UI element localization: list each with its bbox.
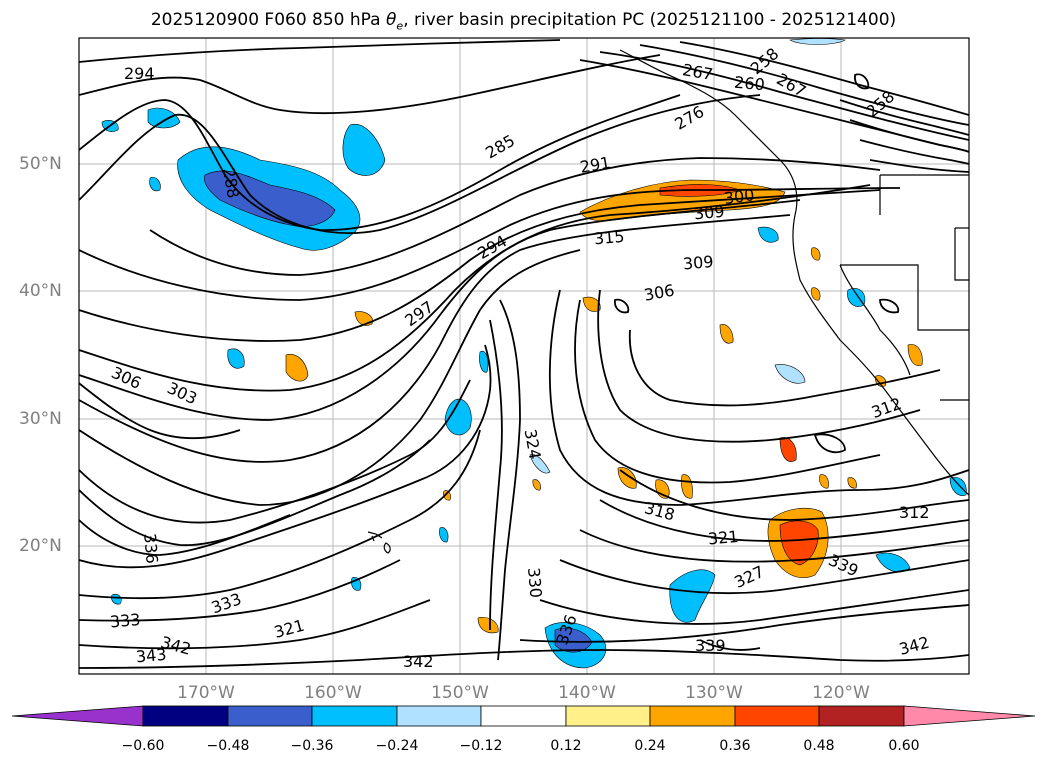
colorbar-tick-label: 0.48 [803,738,835,754]
colorbar-swatch [480,705,567,727]
graticule [79,38,969,674]
contour-label: 321 [707,527,739,549]
latitude-label: 50°N [19,154,62,174]
colorbar-tick-label: −0.36 [290,738,334,754]
colorbar-tick-label: 0.24 [634,738,666,754]
contour-label: 315 [593,227,625,249]
title-rest: , river basin precipitation PC (20251211… [403,10,897,30]
colorbar-tick-label: 0.60 [888,738,920,754]
contour-label: 312 [899,503,930,522]
colorbar-swatch [649,705,736,727]
coastline-north-america [619,49,969,496]
contour-label: 294 [124,64,155,83]
precip-positive-anomalies [285,179,923,634]
longitude-label: 120°W [812,683,870,703]
colorbar-tick-label: −0.60 [121,738,165,754]
latitude-label: 30°N [19,409,62,429]
latitude-label: 20°N [19,536,62,556]
colorbar-swatch [311,705,398,727]
colorbar-tick-label: 0.12 [550,738,582,754]
colorbar-swatch [142,705,229,727]
contour-label: 309 [693,202,725,224]
map-title: 2025120900 F060 850 hPa θe, river basin … [0,10,1047,32]
title-theta-subscript: e [396,19,404,33]
contour-label: 300 [723,185,756,208]
colorbar-swatch [734,705,820,727]
colorbar-under-extension [11,705,144,727]
contour-label: 309 [682,252,714,274]
colorbar-swatch [396,705,482,727]
theta-e-contours [79,39,969,669]
map-frame [78,37,970,675]
contour-label: 330 [524,567,546,599]
colorbar [11,705,1036,727]
title-theta: θ [386,10,397,30]
colorbar-swatch [227,705,313,727]
colorbar-over-extension [903,705,1036,727]
colorbar-tick-label: −0.24 [375,738,419,754]
colorbar-swatch [818,705,905,727]
hawaiian-islands [367,531,391,554]
colorbar-tick-label: −0.48 [206,738,250,754]
colorbar-swatch [565,705,651,727]
longitude-label: 170°W [177,683,235,703]
longitude-label: 160°W [304,683,362,703]
longitude-label: 130°W [685,683,743,703]
contour-label: 343 [135,645,167,667]
colorbar-tick-label: −0.12 [459,738,503,754]
map-plot-area [79,38,969,674]
contour-label: 333 [109,610,141,632]
contour-label: 342 [403,652,434,671]
longitude-label: 150°W [431,683,489,703]
colorbar-tick-label: 0.36 [719,738,751,754]
longitude-label: 140°W [558,683,616,703]
contour-label: 336 [140,532,162,564]
contour-label: 339 [695,636,726,655]
title-main: 2025120900 F060 850 hPa [150,10,386,30]
contour-label: 260 [733,73,765,95]
latitude-label: 40°N [19,281,62,301]
